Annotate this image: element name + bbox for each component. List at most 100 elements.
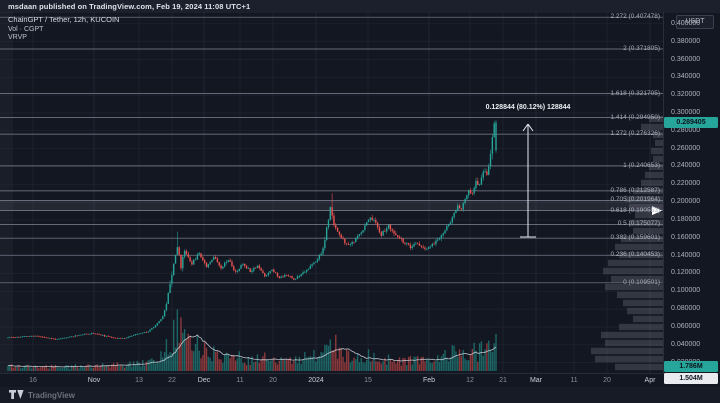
candle-body bbox=[9, 337, 11, 338]
candle-body bbox=[109, 336, 111, 337]
last-price-badge: 0.289405 bbox=[664, 116, 718, 128]
vrvp-indicator-label[interactable]: VRVP bbox=[8, 34, 27, 41]
candle-body bbox=[364, 225, 366, 230]
time-tick-label: 11 bbox=[236, 377, 244, 384]
attribution-text: msdaan published on TradingView.com, Feb… bbox=[8, 2, 251, 11]
candle-body bbox=[404, 242, 406, 244]
volume-profile-bar bbox=[641, 179, 663, 187]
volume-bar bbox=[198, 350, 200, 371]
volume-bar bbox=[495, 333, 497, 372]
candle-body bbox=[187, 253, 189, 258]
volume-bar bbox=[291, 363, 293, 371]
price-axis[interactable]: USDT 0.400000 0.380000 0.360000 0.340000 0.3… bbox=[663, 12, 720, 373]
volume-bar bbox=[142, 359, 144, 371]
volume-bar bbox=[356, 353, 359, 371]
volume-bar bbox=[347, 351, 350, 371]
volume-bar bbox=[442, 353, 444, 371]
candle-body bbox=[375, 220, 377, 223]
candle-body bbox=[369, 217, 372, 220]
volume-value-badge: 1.786M bbox=[664, 361, 718, 372]
candle-body bbox=[427, 246, 430, 249]
tradingview-brand[interactable]: TradingView bbox=[9, 390, 75, 400]
volume-profile-bar bbox=[651, 147, 663, 155]
candle-body bbox=[213, 257, 215, 260]
candle-body bbox=[52, 338, 55, 340]
volume-bar bbox=[295, 356, 297, 371]
candle-body bbox=[302, 272, 304, 275]
volume-bar bbox=[471, 349, 474, 372]
candle-body bbox=[469, 190, 472, 194]
volume-bar bbox=[120, 364, 122, 372]
volume-bar bbox=[293, 360, 295, 371]
candle-body bbox=[147, 331, 149, 333]
volume-bar bbox=[118, 365, 120, 372]
candle-body bbox=[101, 335, 104, 336]
candle-body bbox=[114, 337, 117, 339]
volume-bar bbox=[242, 362, 244, 371]
volume-bar bbox=[25, 364, 27, 372]
candle-body bbox=[176, 247, 179, 255]
candle-body bbox=[63, 337, 66, 339]
price-tick-label: 0.340000 bbox=[671, 73, 701, 81]
candle-body bbox=[214, 257, 217, 259]
volume-bar bbox=[56, 366, 58, 371]
candle-body bbox=[111, 337, 113, 338]
time-tick-label: 16 bbox=[29, 377, 37, 384]
volume-bar bbox=[149, 359, 151, 371]
candle-body bbox=[251, 270, 253, 272]
currency-toggle[interactable]: USDT bbox=[676, 15, 714, 29]
candle-body bbox=[335, 225, 337, 229]
candle-body bbox=[457, 205, 459, 211]
candle-body bbox=[185, 250, 188, 254]
candle-body bbox=[433, 244, 435, 245]
volume-profile-bar bbox=[629, 203, 663, 211]
candle-body bbox=[143, 332, 146, 333]
candle-body bbox=[318, 255, 321, 260]
time-tick-label: 13 bbox=[135, 377, 143, 384]
volume-bar bbox=[488, 340, 490, 371]
candle-body bbox=[247, 268, 250, 269]
candle-body bbox=[205, 262, 208, 268]
volume-bar bbox=[47, 368, 49, 372]
volume-bar bbox=[245, 365, 248, 371]
volume-bar bbox=[87, 364, 89, 371]
chart-canvas[interactable] bbox=[0, 12, 663, 373]
candle-body bbox=[398, 236, 401, 239]
candle-body bbox=[311, 264, 313, 266]
candle-body bbox=[407, 243, 410, 245]
volume-bar bbox=[231, 354, 233, 371]
symbol-title[interactable]: ChainGPT / Tether, 12h, KUCOIN bbox=[8, 15, 120, 24]
candle-body bbox=[136, 333, 138, 335]
volume-bar bbox=[315, 361, 317, 372]
candle-body bbox=[76, 335, 78, 337]
candle-body bbox=[249, 268, 251, 272]
candle-body bbox=[118, 338, 120, 339]
price-range-arrow[interactable] bbox=[520, 123, 536, 238]
volume-bar bbox=[417, 356, 419, 372]
fib-golden-pocket-band bbox=[0, 200, 663, 211]
volume-bar bbox=[100, 365, 102, 372]
time-tick-label: 20 bbox=[269, 377, 277, 384]
candle-body bbox=[422, 246, 424, 248]
candle-body bbox=[7, 337, 9, 339]
volume-profile-bar bbox=[608, 259, 663, 267]
candle-body bbox=[78, 335, 80, 336]
volume-bar bbox=[12, 367, 15, 371]
candle-body bbox=[444, 230, 446, 234]
time-axis[interactable]: 16 Nov 13 22 Dec 11 20 2024 15 Feb 12 21 Mar 11 20 Apr bbox=[0, 373, 720, 387]
volume-bar bbox=[83, 367, 86, 372]
volume-indicator-label[interactable]: Vol · CGPT bbox=[8, 25, 44, 33]
candle-body bbox=[455, 210, 457, 214]
candle-body bbox=[278, 276, 281, 278]
candle-body bbox=[300, 274, 302, 277]
volume-bar bbox=[30, 368, 33, 372]
volume-bar bbox=[395, 363, 397, 372]
candle-body bbox=[420, 245, 423, 247]
candle-body bbox=[373, 220, 375, 221]
volume-bar bbox=[227, 354, 230, 372]
volume-ma-value-badge: 1.504M bbox=[664, 373, 718, 384]
candle-body bbox=[160, 319, 162, 322]
candle-body bbox=[38, 336, 40, 337]
candle-body bbox=[145, 332, 148, 333]
volume-bar bbox=[174, 347, 177, 371]
